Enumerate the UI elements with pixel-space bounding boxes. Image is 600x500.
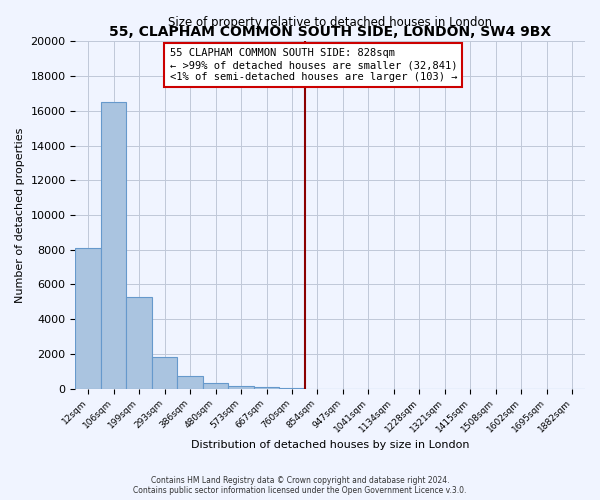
Bar — [127, 296, 152, 388]
Bar — [203, 384, 228, 388]
Text: Contains HM Land Registry data © Crown copyright and database right 2024.
Contai: Contains HM Land Registry data © Crown c… — [133, 476, 467, 495]
Y-axis label: Number of detached properties: Number of detached properties — [15, 128, 25, 302]
Title: 55, CLAPHAM COMMON SOUTH SIDE, LONDON, SW4 9BX: 55, CLAPHAM COMMON SOUTH SIDE, LONDON, S… — [109, 25, 551, 39]
Bar — [254, 387, 279, 388]
Bar — [76, 248, 101, 388]
Bar — [178, 376, 203, 388]
Bar — [152, 358, 178, 388]
Text: 55 CLAPHAM COMMON SOUTH SIDE: 828sqm
← >99% of detached houses are smaller (32,8: 55 CLAPHAM COMMON SOUTH SIDE: 828sqm ← >… — [170, 48, 457, 82]
Bar — [228, 386, 254, 388]
Text: Size of property relative to detached houses in London: Size of property relative to detached ho… — [168, 16, 492, 30]
X-axis label: Distribution of detached houses by size in London: Distribution of detached houses by size … — [191, 440, 469, 450]
Bar — [101, 102, 127, 389]
